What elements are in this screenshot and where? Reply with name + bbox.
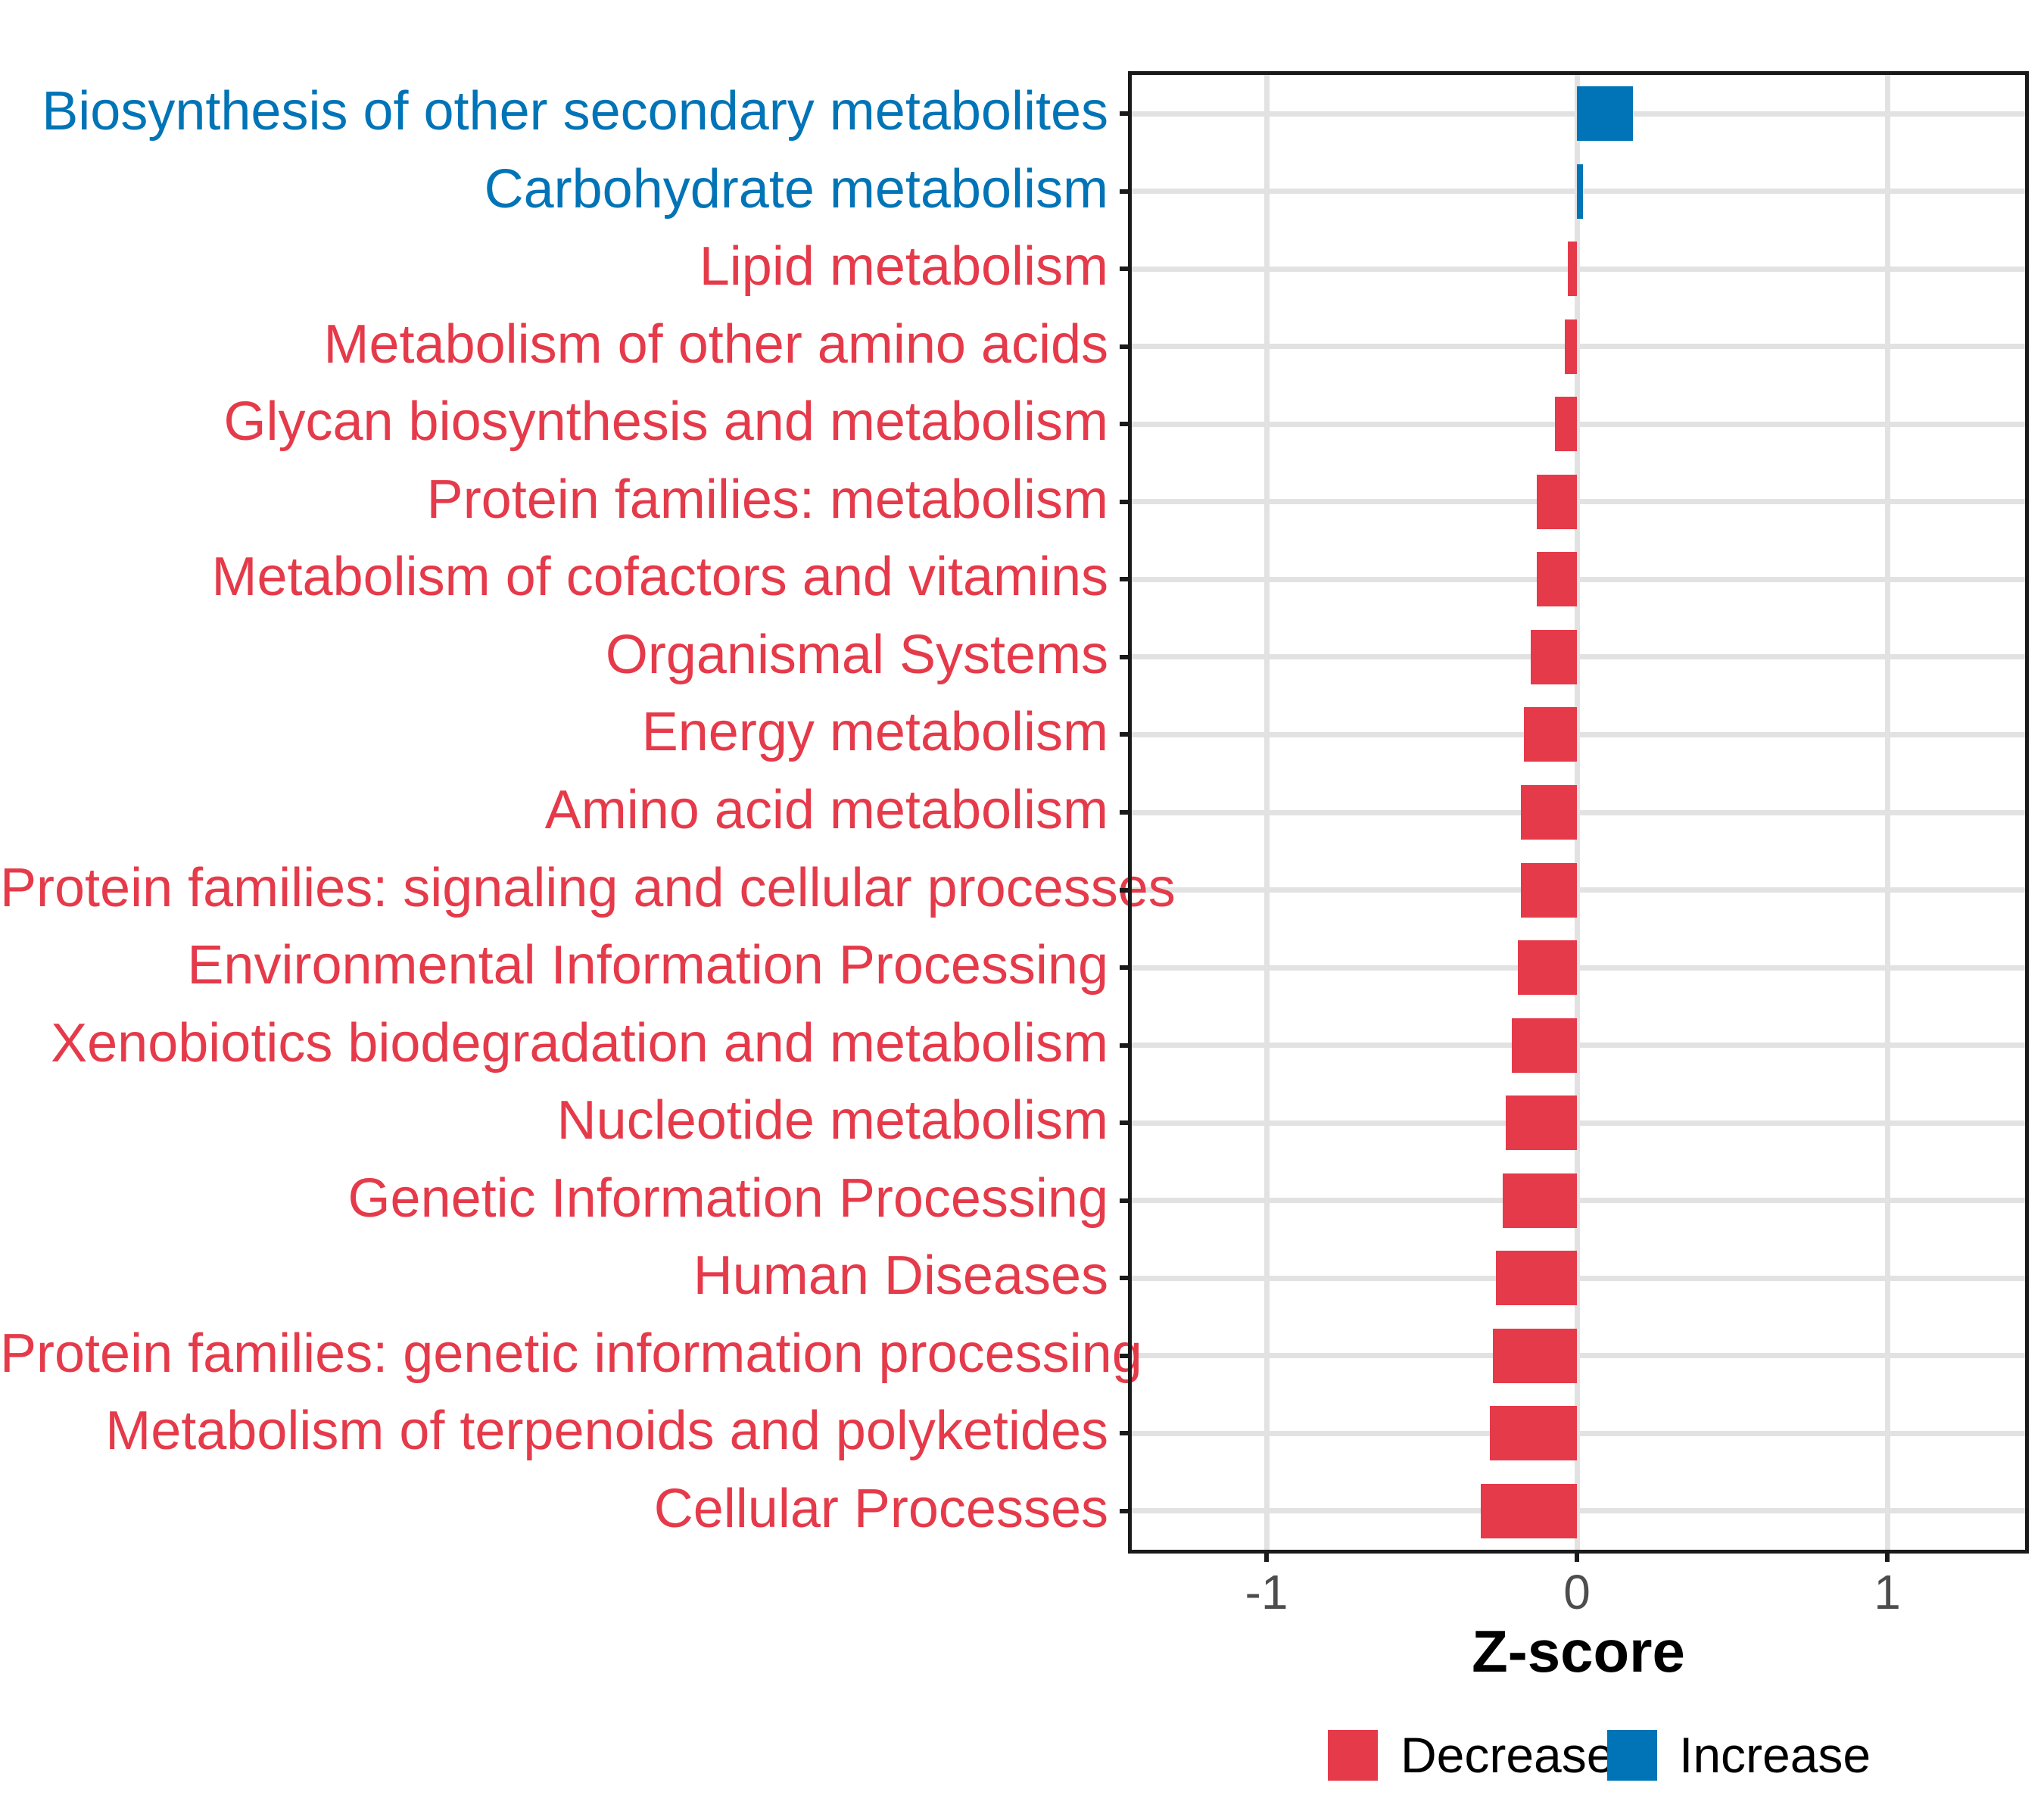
- category-label: Biosynthesis of other secondary metaboli…: [42, 81, 1108, 142]
- h-gridline: [1132, 576, 2025, 582]
- h-gridline: [1132, 731, 2025, 737]
- h-gridline: [1132, 1275, 2025, 1281]
- h-gridline: [1132, 809, 2025, 815]
- legend-label-decrease: Decrease: [1401, 1727, 1615, 1783]
- x-axis-tick: [1575, 1550, 1579, 1562]
- zscore-bar: [1524, 707, 1577, 762]
- category-label: Xenobiotics biodegradation and metabolis…: [51, 1012, 1108, 1074]
- zscore-bar: [1521, 862, 1577, 918]
- category-label: Organismal Systems: [605, 624, 1108, 685]
- legend-key-decrease: [1328, 1730, 1378, 1781]
- h-gridline: [1132, 654, 2025, 660]
- zscore-bar: [1530, 629, 1577, 684]
- y-axis-tick: [1120, 810, 1132, 815]
- category-label: Protein families: genetic information pr…: [0, 1323, 1142, 1384]
- legend-key-increase: [1607, 1730, 1657, 1781]
- zscore-bar: [1490, 1406, 1577, 1461]
- zscore-bar: [1493, 1328, 1577, 1383]
- y-axis-tick: [1120, 887, 1132, 893]
- y-axis-tick: [1120, 1276, 1132, 1281]
- category-label: Protein families: metabolism: [426, 469, 1108, 530]
- h-gridline: [1132, 1508, 2025, 1514]
- y-axis-tick: [1120, 1431, 1132, 1436]
- h-gridline: [1132, 887, 2025, 893]
- panel-border: [1128, 71, 2029, 1554]
- h-gridline: [1132, 965, 2025, 971]
- h-gridline: [1132, 1043, 2025, 1049]
- y-axis-tick: [1120, 499, 1132, 504]
- y-axis-tick: [1120, 1508, 1132, 1513]
- y-axis-tick: [1120, 111, 1132, 117]
- h-gridline: [1132, 1120, 2025, 1126]
- category-label: Glycan biosynthesis and metabolism: [223, 391, 1108, 453]
- zscore-bar: [1577, 86, 1633, 142]
- category-label: Cellular Processes: [653, 1478, 1108, 1539]
- h-gridline: [1132, 499, 2025, 505]
- y-axis-tick: [1120, 1043, 1132, 1048]
- category-label: Genetic Information Processing: [347, 1167, 1108, 1229]
- zscore-bar: [1521, 785, 1577, 840]
- category-label: Metabolism of cofactors and vitamins: [211, 547, 1108, 608]
- zscore-bar: [1480, 1483, 1577, 1538]
- y-axis-tick: [1120, 654, 1132, 659]
- zscore-bar: [1505, 1095, 1577, 1151]
- h-gridline: [1132, 1198, 2025, 1204]
- zscore-bar: [1536, 552, 1577, 607]
- zscore-bar: [1502, 1173, 1577, 1228]
- zscore-bar: [1518, 940, 1577, 996]
- category-label: Metabolism of terpenoids and polyketides: [105, 1401, 1108, 1462]
- category-label: Human Diseases: [693, 1245, 1108, 1307]
- x-tick-label: 1: [1874, 1565, 1901, 1619]
- y-axis-tick: [1120, 189, 1132, 194]
- category-label: Metabolism of other amino acids: [323, 313, 1108, 375]
- zscore-bar: [1511, 1018, 1577, 1073]
- category-label: Environmental Information Processing: [187, 935, 1108, 996]
- zscore-bar: [1496, 1251, 1577, 1306]
- h-gridline: [1132, 421, 2025, 427]
- category-label: Amino acid metabolism: [544, 780, 1108, 840]
- h-gridline: [1132, 1353, 2025, 1359]
- y-axis-tick: [1120, 1198, 1132, 1203]
- h-gridline: [1132, 1430, 2025, 1436]
- category-label: Lipid metabolism: [699, 236, 1108, 298]
- y-axis-tick: [1120, 1120, 1132, 1126]
- x-tick-label: 0: [1563, 1565, 1591, 1619]
- category-label: Carbohydrate metabolism: [484, 158, 1108, 220]
- y-axis-tick: [1120, 344, 1132, 349]
- zscore-bar: [1567, 242, 1577, 297]
- x-axis-tick: [1885, 1550, 1890, 1562]
- y-axis-tick: [1120, 266, 1132, 272]
- y-axis-tick: [1120, 422, 1132, 427]
- x-axis-title: Z-score: [1472, 1618, 1685, 1685]
- y-axis-tick: [1120, 1353, 1132, 1358]
- category-label: Nucleotide metabolism: [556, 1090, 1108, 1152]
- h-gridline: [1132, 344, 2025, 350]
- y-axis-tick: [1120, 965, 1132, 971]
- x-axis-tick: [1264, 1550, 1269, 1562]
- x-tick-label: -1: [1245, 1565, 1288, 1619]
- h-gridline: [1132, 266, 2025, 272]
- y-axis-tick: [1120, 732, 1132, 737]
- category-label: Energy metabolism: [641, 702, 1108, 763]
- legend-label-increase: Increase: [1679, 1727, 1871, 1783]
- category-label: Protein families: signaling and cellular…: [0, 857, 1176, 918]
- zscore-bar: [1536, 474, 1577, 529]
- zscore-bar: [1564, 319, 1577, 374]
- y-axis-tick: [1120, 577, 1132, 582]
- zscore-bar: [1577, 164, 1584, 219]
- zscore-bar: [1555, 397, 1577, 452]
